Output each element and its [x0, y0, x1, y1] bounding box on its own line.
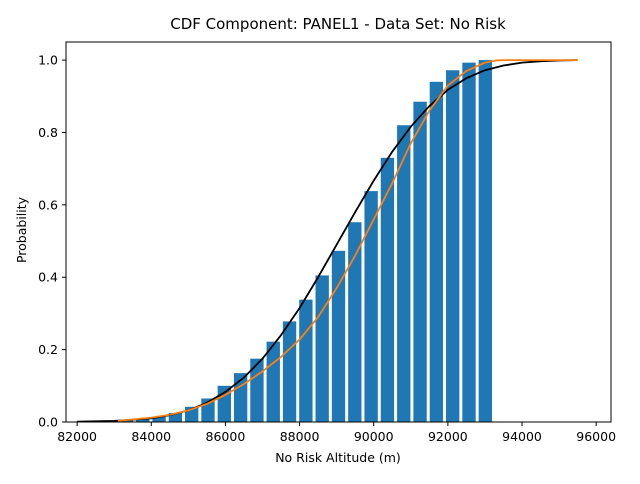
- x-tick-label: 90000: [354, 429, 394, 444]
- bar: [217, 385, 231, 422]
- x-tick-label: 82000: [57, 429, 97, 444]
- bar: [331, 250, 346, 422]
- bar: [299, 299, 313, 422]
- cdf-line-orange: [117, 59, 578, 422]
- bar: [413, 101, 427, 422]
- bar: [446, 70, 460, 422]
- bar: [429, 81, 444, 423]
- bar: [478, 60, 492, 422]
- bar: [266, 341, 280, 422]
- x-tick-label: 92000: [428, 429, 468, 444]
- lines-layer: [77, 59, 578, 423]
- bar: [364, 191, 378, 422]
- bar: [282, 321, 297, 422]
- y-tick-label: 0.4: [38, 270, 58, 285]
- plot-frame: [65, 41, 612, 423]
- bars-layer: [87, 60, 492, 423]
- bar: [315, 275, 329, 422]
- bar: [136, 418, 150, 422]
- bar: [152, 416, 166, 422]
- y-axis-ticks: 0.0 0.2 0.4 0.6 0.8 1.0: [38, 53, 66, 430]
- bar: [348, 222, 362, 422]
- x-axis-ticks: 82000 84000 86000 88000 90000 92000 94000 96000: [57, 422, 616, 444]
- y-tick-label: 0.2: [38, 342, 58, 357]
- bar: [168, 412, 183, 422]
- x-axis-label: No Risk Altitude (m): [275, 450, 401, 465]
- y-tick-label: 0.0: [38, 415, 58, 430]
- chart-title: CDF Component: PANEL1 - Data Set: No Ris…: [170, 15, 506, 33]
- bar: [119, 420, 134, 422]
- x-tick-label: 84000: [131, 429, 171, 444]
- bar: [397, 125, 411, 422]
- y-axis-label: Probability: [14, 196, 29, 263]
- bar: [380, 157, 395, 423]
- y-tick-label: 0.6: [38, 197, 58, 212]
- y-tick-label: 0.8: [38, 125, 58, 140]
- x-tick-label: 86000: [206, 429, 246, 444]
- bar: [462, 62, 476, 422]
- bar: [233, 373, 248, 422]
- y-tick-label: 1.0: [38, 53, 58, 68]
- x-tick-label: 88000: [280, 429, 320, 444]
- x-tick-label: 96000: [576, 429, 616, 444]
- x-tick-label: 94000: [502, 429, 542, 444]
- bar: [250, 358, 264, 422]
